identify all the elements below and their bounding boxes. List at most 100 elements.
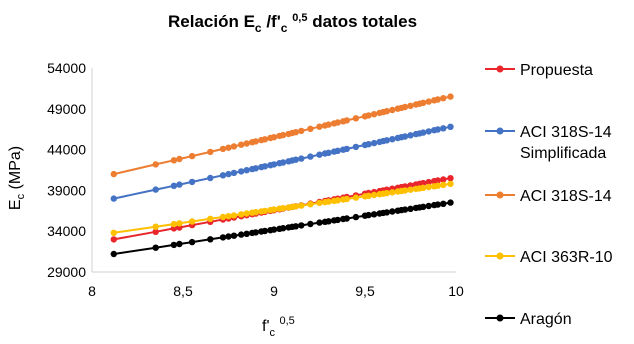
data-point: [279, 131, 287, 139]
data-point: [230, 212, 238, 219]
data-point: [110, 236, 118, 243]
data-point: [383, 108, 390, 115]
data-point: [316, 199, 323, 207]
data-point: [401, 133, 409, 140]
y-tick-label: 54000: [47, 60, 86, 76]
legend-label: ACI 318S-14: [520, 188, 612, 205]
data-point: [352, 194, 360, 201]
data-point: [261, 163, 269, 170]
chart-title: Relación Ec /f'c 0,5 datos totales: [168, 12, 417, 35]
data-point: [420, 179, 427, 187]
data-point: [225, 144, 232, 151]
data-point: [325, 198, 332, 205]
plot-area: 29000 34000 39000 44000 49000 54000 8 8,5 9 9,5 10: [47, 60, 464, 299]
legend-label: Propuesta: [520, 62, 593, 79]
data-point: [219, 145, 227, 153]
legend: Propuesta ACI 318S-14 Simplificada ACI 318S…: [485, 62, 613, 328]
data-point: [447, 175, 454, 182]
data-point: [343, 215, 350, 222]
data-point: [343, 195, 350, 203]
data-point: [389, 106, 396, 114]
data-point: [434, 177, 441, 184]
data-point: [334, 197, 341, 204]
data-point: [110, 229, 118, 236]
y-tick-label: 44000: [47, 142, 86, 158]
data-point: [370, 191, 378, 199]
data-point: [307, 153, 314, 160]
legend-label: Simplificada: [520, 145, 606, 162]
data-point: [389, 208, 396, 215]
legend-swatch-marker: [496, 191, 504, 199]
xlabel-main: f': [262, 318, 270, 335]
data-point: [243, 210, 250, 217]
data-point: [152, 161, 159, 168]
xlabel-sub: c: [270, 327, 276, 339]
data-point: [365, 192, 372, 199]
data-point: [325, 121, 332, 128]
data-point: [420, 129, 427, 136]
data-point: [207, 148, 214, 156]
data-point: [270, 161, 278, 168]
data-point: [365, 141, 372, 148]
title-main: Relación E: [168, 12, 255, 31]
data-point: [440, 181, 447, 189]
data-point: [325, 149, 332, 156]
data-point: [152, 244, 159, 251]
data-point: [425, 98, 432, 105]
data-point: [207, 236, 214, 243]
data-point: [389, 136, 396, 143]
xlabel-sup: 0,5: [279, 315, 294, 327]
data-point: [238, 231, 245, 238]
data-point: [401, 187, 409, 194]
data-point: [370, 111, 378, 118]
y-tick-label: 49000: [47, 101, 86, 117]
legend-label: Aragón: [520, 311, 572, 328]
data-point: [407, 205, 414, 212]
data-point: [238, 141, 245, 148]
data-point: [279, 159, 287, 166]
data-point: [270, 134, 278, 141]
data-point: [425, 183, 432, 191]
data-point: [230, 143, 238, 150]
data-point: [279, 225, 287, 232]
data-point: [152, 228, 159, 235]
data-point: [270, 226, 278, 233]
y-tick-label: 29000: [47, 264, 86, 280]
data-point: [383, 137, 390, 144]
legend-swatch-marker: [496, 65, 504, 73]
data-point: [434, 126, 441, 133]
x-tick-label: 10: [448, 283, 464, 299]
data-point: [230, 232, 238, 239]
x-tick-label: 8,5: [173, 283, 193, 299]
data-point: [407, 132, 414, 139]
data-point: [170, 182, 178, 189]
data-point: [447, 123, 454, 130]
title-sub2: c: [281, 21, 288, 35]
x-axis-label: f'c 0,5: [262, 315, 295, 339]
legend-swatch-marker: [496, 127, 504, 135]
data-point: [292, 129, 299, 136]
data-point: [152, 223, 159, 230]
title-sup: 0,5: [292, 12, 307, 24]
data-point: [270, 206, 278, 213]
data-point: [407, 102, 414, 110]
data-point: [434, 182, 441, 189]
data-point: [176, 220, 183, 227]
data-point: [110, 250, 118, 258]
title-rest: datos totales: [307, 12, 417, 31]
data-point: [188, 218, 196, 225]
data-point: [243, 230, 250, 237]
data-point: [343, 117, 350, 124]
data-point: [434, 96, 441, 103]
data-point: [252, 165, 259, 172]
data-point: [401, 103, 409, 111]
data-point: [279, 205, 287, 212]
data-point: [307, 125, 314, 132]
data-point: [425, 202, 432, 210]
data-point: [298, 222, 305, 229]
data-point: [447, 180, 454, 188]
y-axis-label: Ec (MPa): [7, 146, 27, 210]
data-point: [307, 220, 314, 228]
data-point: [370, 139, 378, 147]
